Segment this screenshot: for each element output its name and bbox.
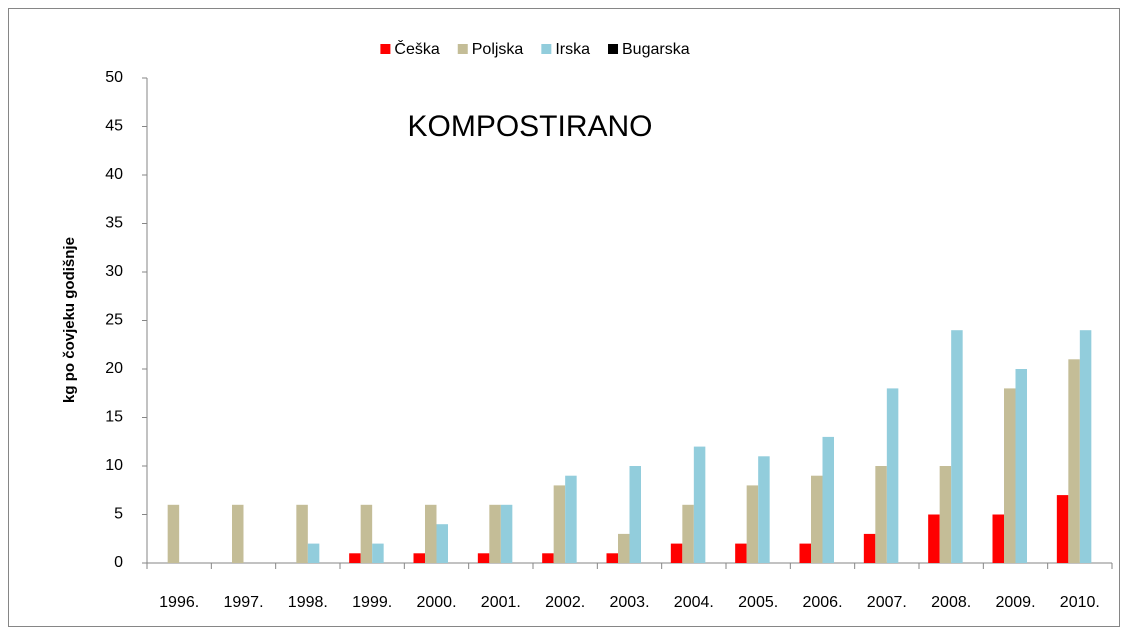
bar bbox=[822, 436, 834, 563]
y-tick-label: 45 bbox=[105, 118, 123, 135]
bar bbox=[565, 475, 577, 563]
bar bbox=[542, 553, 554, 563]
bar bbox=[886, 388, 899, 563]
x-tick-label: 2000. bbox=[416, 594, 456, 611]
bar bbox=[1015, 369, 1027, 563]
y-tick-label: 5 bbox=[114, 506, 123, 523]
bar bbox=[735, 543, 747, 563]
y-tick-label: 40 bbox=[105, 166, 123, 183]
y-tick-label: 15 bbox=[105, 409, 123, 426]
bar bbox=[693, 446, 706, 563]
bar bbox=[939, 466, 952, 563]
bar bbox=[682, 504, 694, 563]
bar bbox=[863, 533, 876, 563]
bar bbox=[670, 543, 683, 563]
legend-swatch bbox=[541, 44, 552, 54]
x-tick-label: 2009. bbox=[995, 594, 1035, 611]
y-tick-label: 10 bbox=[105, 457, 123, 474]
x-tick-label: 2007. bbox=[867, 594, 907, 611]
legend-label: Irska bbox=[555, 41, 590, 58]
bar bbox=[413, 553, 425, 563]
bar bbox=[489, 504, 501, 563]
bar bbox=[425, 504, 437, 563]
bar bbox=[606, 553, 618, 563]
bar bbox=[1079, 330, 1092, 563]
y-axis-label: kg po čovjeku godišnje bbox=[61, 237, 78, 403]
x-tick-label: 1997. bbox=[223, 594, 263, 611]
chart-title: KOMPOSTIRANO bbox=[407, 110, 652, 143]
bar bbox=[296, 504, 308, 563]
x-tick-label: 2006. bbox=[802, 594, 842, 611]
bar bbox=[1056, 495, 1069, 563]
x-tick-label: 2005. bbox=[738, 594, 778, 611]
bar bbox=[875, 466, 887, 563]
legend-swatch bbox=[457, 44, 468, 54]
bar bbox=[992, 514, 1004, 563]
x-tick-label: 2003. bbox=[609, 594, 649, 611]
y-tick-label: 0 bbox=[114, 554, 123, 571]
y-tick-label: 20 bbox=[105, 360, 123, 377]
y-tick-label: 30 bbox=[105, 263, 123, 280]
bar bbox=[799, 543, 811, 563]
bar bbox=[349, 553, 361, 563]
bar bbox=[360, 504, 373, 563]
bar bbox=[232, 504, 244, 563]
bar bbox=[811, 475, 823, 563]
x-tick-label: 2008. bbox=[931, 594, 971, 611]
x-tick-label: 1999. bbox=[352, 594, 392, 611]
y-tick-label: 25 bbox=[105, 312, 123, 329]
bar bbox=[553, 485, 566, 563]
legend-label: Poljska bbox=[472, 41, 524, 58]
y-tick-label: 50 bbox=[105, 69, 123, 86]
bar bbox=[167, 504, 180, 563]
x-tick-label: 2010. bbox=[1060, 594, 1100, 611]
bar bbox=[436, 524, 448, 563]
bar bbox=[758, 456, 770, 563]
bar bbox=[746, 485, 759, 563]
bar bbox=[629, 466, 641, 563]
bar bbox=[951, 330, 963, 563]
bar bbox=[500, 504, 513, 563]
x-tick-label: 2002. bbox=[545, 594, 585, 611]
x-tick-label: 2004. bbox=[674, 594, 714, 611]
bar bbox=[928, 514, 940, 563]
bar bbox=[1068, 359, 1080, 563]
x-tick-label: 1996. bbox=[159, 594, 199, 611]
legend-swatch bbox=[380, 44, 391, 54]
bar bbox=[618, 533, 630, 563]
legend-swatch bbox=[608, 44, 619, 54]
legend-label: Bugarska bbox=[622, 41, 690, 58]
bar bbox=[372, 543, 384, 563]
bar bbox=[307, 543, 320, 563]
y-tick-label: 35 bbox=[105, 215, 123, 232]
bar bbox=[477, 553, 490, 563]
legend-label: Češka bbox=[394, 39, 439, 58]
bar bbox=[1004, 388, 1016, 563]
x-tick-label: 2001. bbox=[481, 594, 521, 611]
x-tick-label: 1998. bbox=[288, 594, 328, 611]
